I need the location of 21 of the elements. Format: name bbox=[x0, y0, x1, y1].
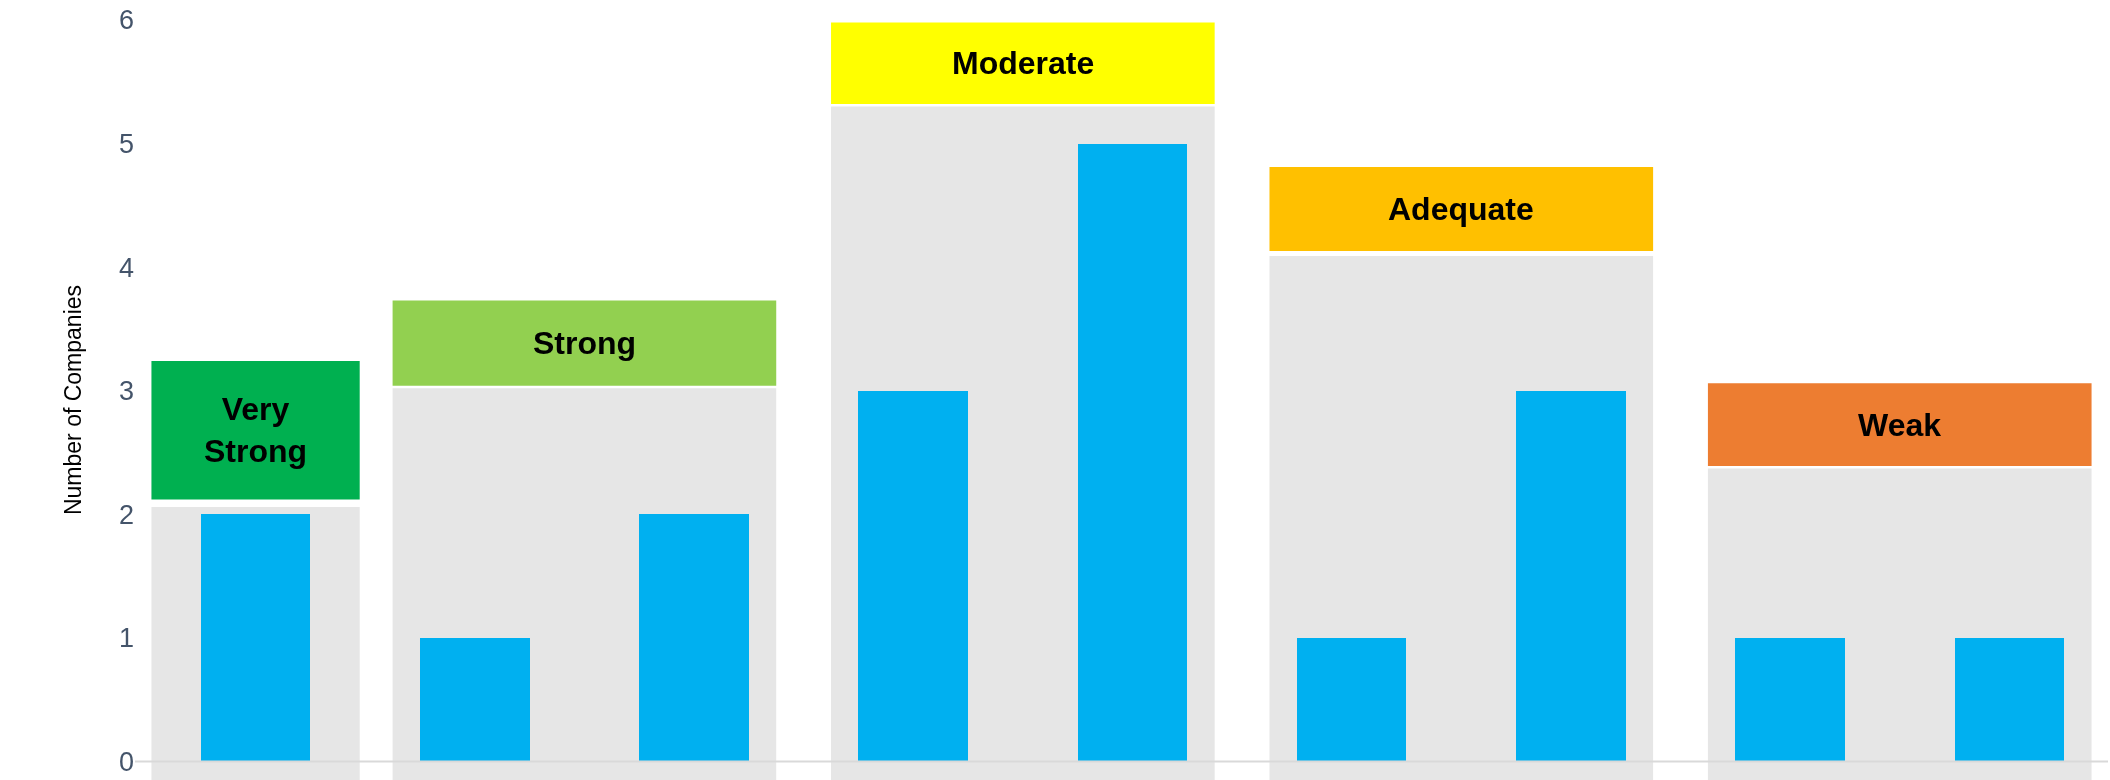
annotation: Weak bbox=[1858, 407, 1942, 443]
bar bbox=[420, 638, 530, 761]
y-tick-label: 2 bbox=[118, 499, 134, 530]
bar bbox=[1955, 638, 2064, 761]
bar bbox=[1078, 144, 1187, 761]
y-tick-label: 1 bbox=[118, 623, 134, 654]
bar bbox=[1735, 638, 1845, 761]
y-tick-label: 3 bbox=[118, 376, 134, 407]
annotation: Very Strong bbox=[204, 391, 308, 469]
y-tick-label: 6 bbox=[118, 5, 134, 36]
annotation: Adequate bbox=[1388, 191, 1534, 227]
bar bbox=[639, 514, 749, 761]
y-tick-label: 5 bbox=[118, 129, 134, 160]
annotation: Strong bbox=[533, 325, 637, 361]
annotation: Moderate bbox=[952, 45, 1095, 81]
y-axis-title: Number of Companies bbox=[60, 284, 87, 516]
bar bbox=[858, 391, 968, 761]
bar bbox=[1516, 391, 1626, 761]
bar bbox=[1297, 638, 1406, 761]
y-tick-label: 4 bbox=[118, 252, 134, 283]
y-tick-label: 0 bbox=[118, 746, 134, 777]
